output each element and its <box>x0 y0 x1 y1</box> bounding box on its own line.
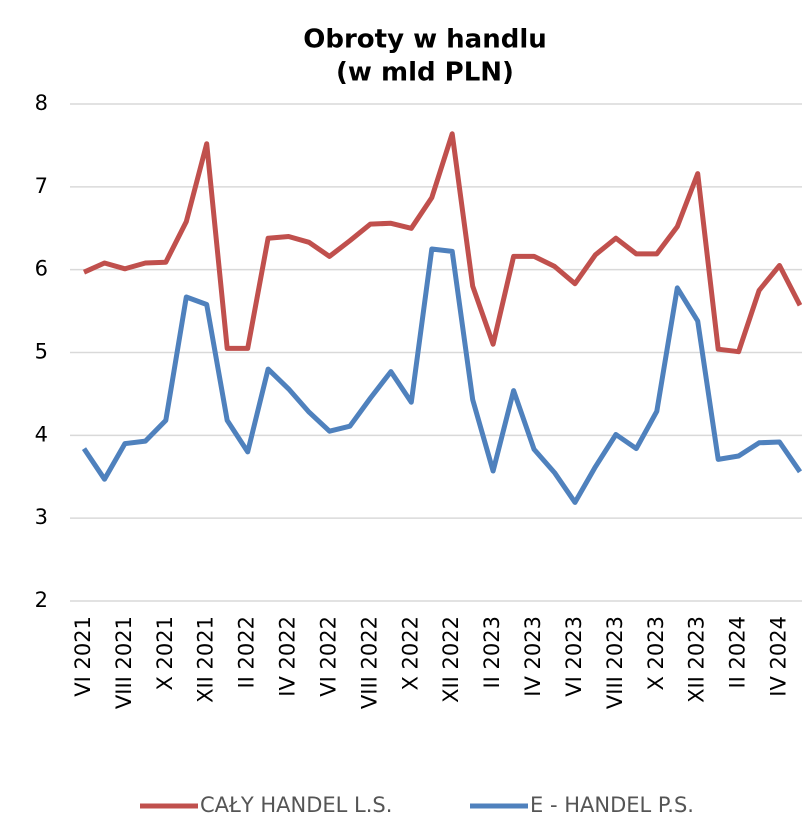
x-tick-label: IV 2022 <box>276 616 300 697</box>
x-tick-label: X 2022 <box>398 616 422 691</box>
chart-subtitle: (w mld PLN) <box>336 58 514 88</box>
x-tick-label: XII 2023 <box>685 616 709 703</box>
x-tick-label: X 2023 <box>644 616 668 691</box>
x-tick-label: VIII 2021 <box>112 616 136 709</box>
y-tick-label: 6 <box>35 257 48 281</box>
y-tick-label: 4 <box>35 422 48 446</box>
x-tick-label: II 2024 <box>726 616 750 689</box>
y-tick-label: 5 <box>35 340 48 364</box>
x-tick-label: XII 2021 <box>194 616 218 703</box>
x-tick-label: XII 2022 <box>439 616 463 703</box>
x-tick-label: VI 2021 <box>71 616 95 697</box>
x-tick-label: IV 2023 <box>521 616 545 697</box>
x-tick-label: VI 2023 <box>562 616 586 697</box>
x-tick-label: II 2022 <box>235 616 259 689</box>
x-tick-label: II 2023 <box>480 616 504 689</box>
line-series <box>81 246 802 505</box>
y-tick-label: 2 <box>35 588 48 612</box>
chart-title: Obroty w handlu <box>303 25 547 55</box>
y-tick-label: 8 <box>35 91 48 115</box>
legend-label: E - HANDEL P.S. <box>530 793 694 817</box>
x-tick-label: VI 2022 <box>316 616 340 697</box>
x-tick-label: X 2021 <box>153 616 177 691</box>
y-tick-label: 7 <box>35 174 48 198</box>
x-tick-label: VIII 2023 <box>603 616 627 709</box>
y-tick-label: 3 <box>35 505 48 529</box>
line-series <box>82 131 802 355</box>
legend-label: CAŁY HANDEL L.S. <box>200 793 392 817</box>
x-tick-label: VIII 2022 <box>357 616 381 709</box>
x-tick-label: IV 2024 <box>767 616 791 697</box>
